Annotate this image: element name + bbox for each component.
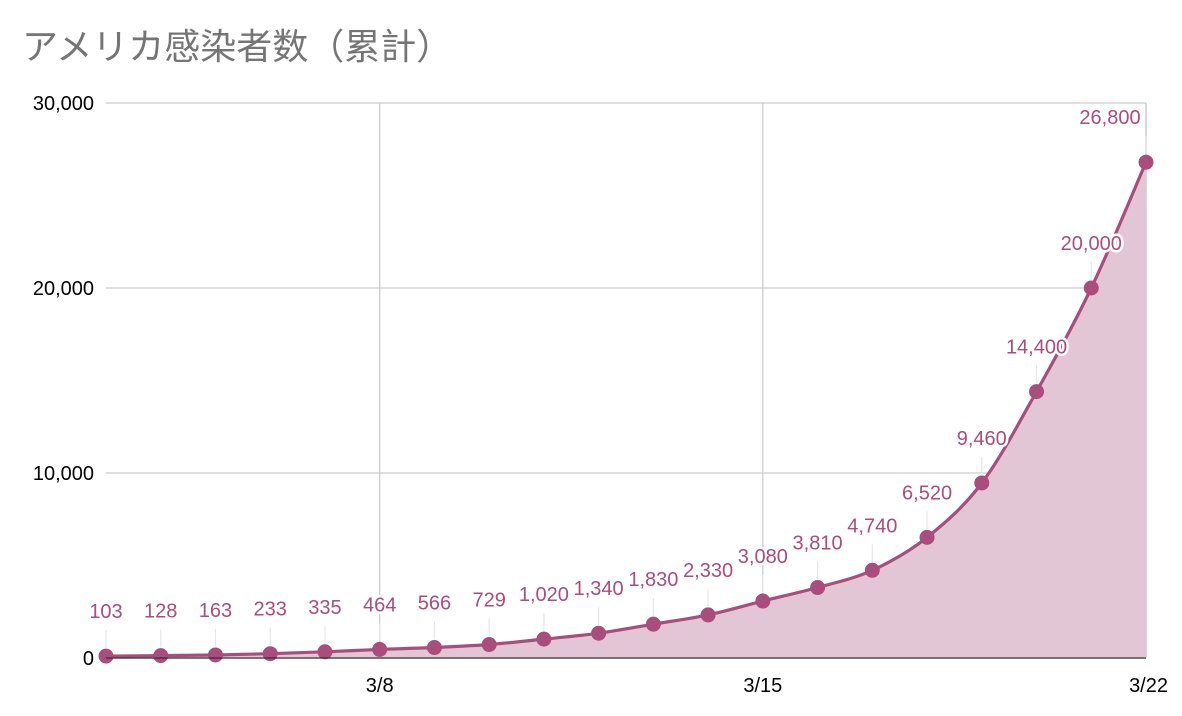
x-tick-label: 3/15 [743,675,782,697]
data-point [919,529,935,545]
data-point [207,647,223,663]
data-label: 14,400 [1006,337,1067,359]
data-label: 1,020 [519,584,569,606]
data-label: 464 [363,594,396,616]
data-label: 3,810 [793,533,843,555]
data-point [1083,280,1099,296]
x-tick-label: 3/8 [366,675,394,697]
data-point [153,648,169,664]
data-point [700,607,716,623]
axis-ticks: 0 10,000 20,000 30,000 3/8 3/15 3/22 [33,93,1168,697]
data-label: 20,000 [1061,233,1122,255]
data-point [974,475,990,491]
data-label: 566 [418,593,451,615]
data-point [98,648,114,664]
area-fill-layer [106,162,1146,658]
data-label: 4,740 [847,515,897,537]
data-labels: 103 128 163 233 335 464 566 729 1,020 1,340 1,830 2… [87,105,1147,649]
data-point [481,637,497,653]
chart-title: アメリカ感染者数（累計） [22,27,453,68]
data-point [864,562,880,578]
data-points [98,154,1154,664]
data-point [1138,154,1154,170]
x-tick-label: 3/22 [1129,675,1168,697]
data-point [372,641,388,657]
data-label: 26,800 [1079,107,1140,129]
data-point [645,616,661,632]
data-label: 6,520 [902,482,952,504]
data-point [426,640,442,656]
data-label: 2,330 [683,560,733,582]
data-label: 128 [144,601,177,623]
y-tick-label: 20,000 [33,278,94,300]
data-label: 103 [89,601,122,623]
data-point [810,580,826,596]
data-point [317,644,333,660]
data-point [262,646,278,662]
data-label: 1,340 [574,578,624,600]
data-label: 9,460 [957,428,1007,450]
area-fill [106,162,1146,658]
data-point [591,625,607,641]
data-label: 335 [308,597,341,619]
data-label: 233 [254,599,287,621]
y-tick-label: 10,000 [33,463,94,485]
data-label: 1,830 [628,569,678,591]
data-point [536,631,552,647]
data-label: 729 [472,590,505,612]
y-tick-label: 0 [83,648,94,670]
data-label: 3,080 [738,546,788,568]
data-point [755,593,771,609]
data-point [1029,384,1045,400]
data-label: 163 [199,600,232,622]
y-tick-label: 30,000 [33,93,94,115]
